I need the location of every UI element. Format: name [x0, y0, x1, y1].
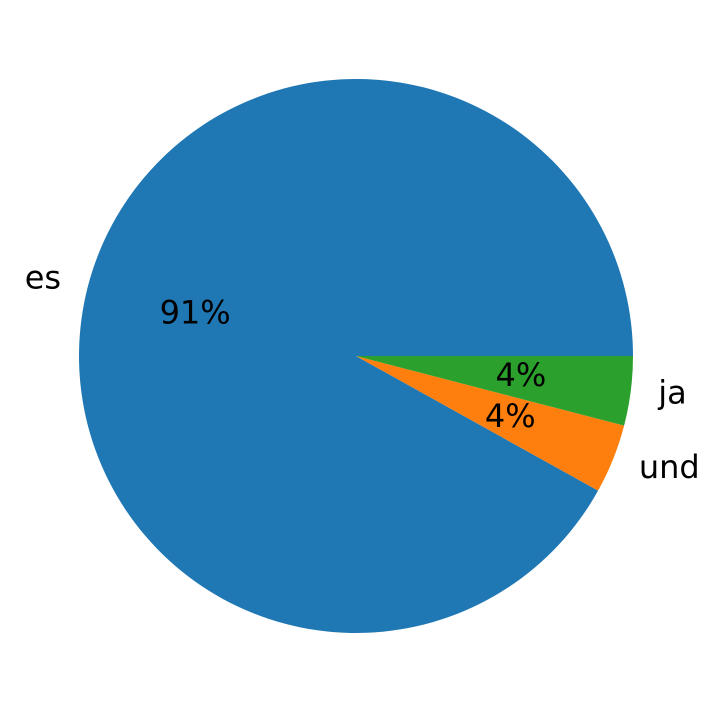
pie-slice — [356, 356, 625, 491]
slice-label: und — [639, 448, 700, 486]
percent-label: 91% — [160, 293, 231, 331]
percent-label: 4% — [485, 397, 536, 435]
slice-label: ja — [657, 374, 687, 412]
percent-label: 4% — [495, 356, 546, 394]
slice-label: es — [25, 258, 61, 296]
pie-slice — [356, 356, 633, 426]
